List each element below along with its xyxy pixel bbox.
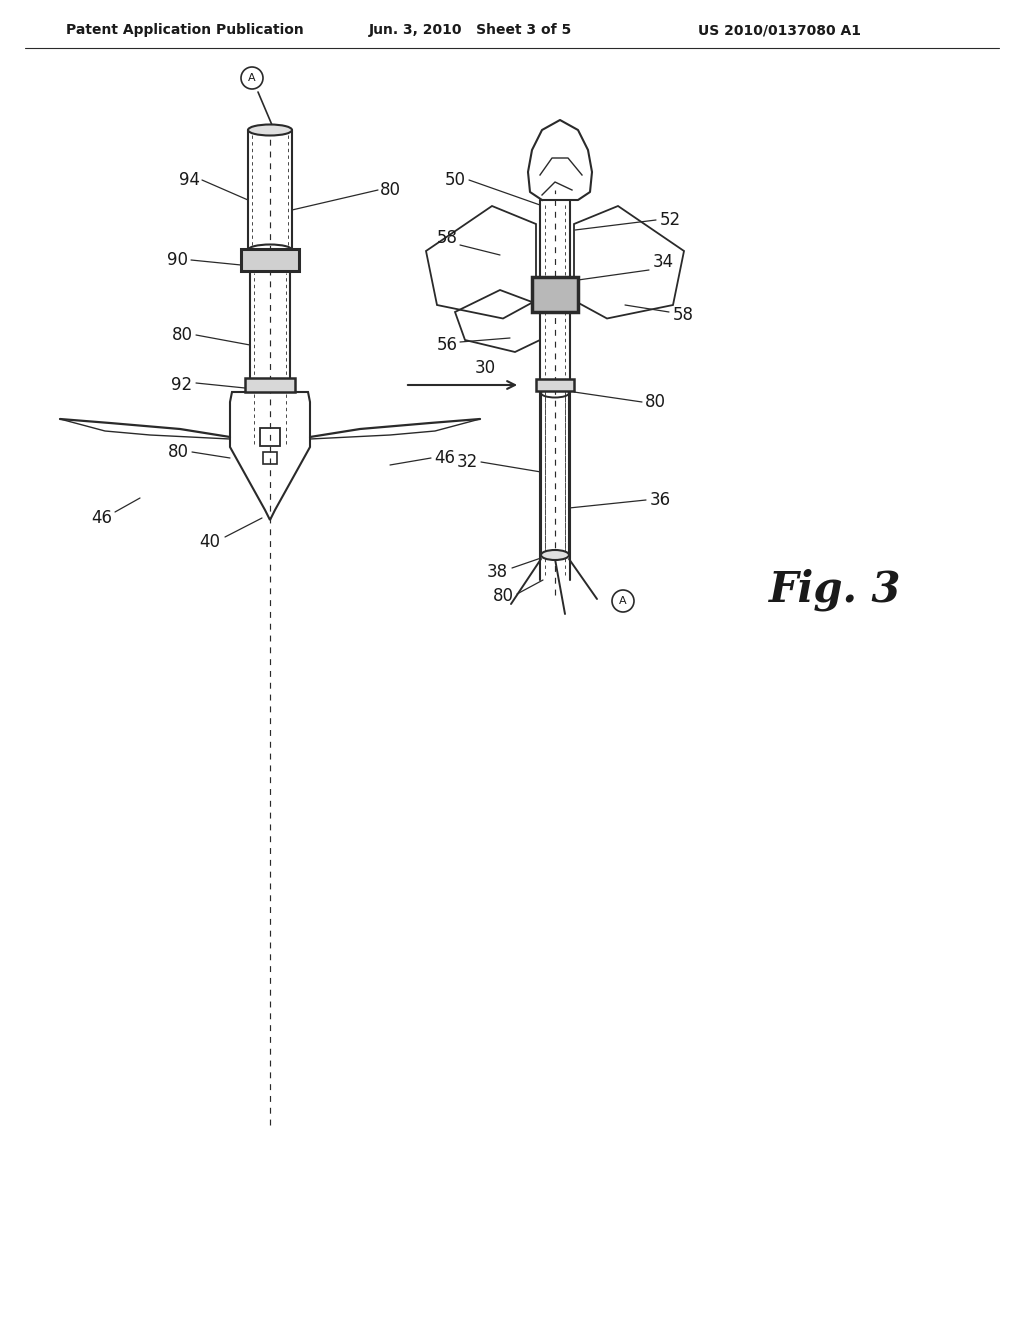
- Text: 46: 46: [434, 449, 456, 467]
- Text: A: A: [248, 73, 256, 83]
- Text: 38: 38: [486, 564, 508, 581]
- FancyBboxPatch shape: [536, 379, 574, 391]
- Text: A: A: [620, 597, 627, 606]
- Text: 50: 50: [444, 172, 466, 189]
- Text: 34: 34: [652, 253, 674, 271]
- Text: Patent Application Publication: Patent Application Publication: [67, 22, 304, 37]
- FancyBboxPatch shape: [245, 378, 295, 392]
- Text: US 2010/0137080 A1: US 2010/0137080 A1: [698, 22, 861, 37]
- Ellipse shape: [541, 550, 569, 560]
- Text: 80: 80: [168, 444, 188, 461]
- Text: 46: 46: [91, 510, 113, 527]
- Text: 80: 80: [380, 181, 400, 199]
- Text: Fig. 3: Fig. 3: [769, 569, 901, 611]
- Text: 92: 92: [171, 376, 193, 393]
- Text: 80: 80: [493, 587, 513, 605]
- Text: 52: 52: [659, 211, 681, 228]
- FancyBboxPatch shape: [241, 249, 299, 271]
- Text: 32: 32: [457, 453, 477, 471]
- Text: 90: 90: [168, 251, 188, 269]
- Ellipse shape: [248, 124, 292, 136]
- Text: 58: 58: [673, 306, 693, 323]
- Text: 94: 94: [179, 172, 201, 189]
- Text: 30: 30: [474, 359, 496, 378]
- Text: 58: 58: [436, 228, 458, 247]
- Text: Jun. 3, 2010   Sheet 3 of 5: Jun. 3, 2010 Sheet 3 of 5: [369, 22, 571, 37]
- FancyBboxPatch shape: [532, 277, 578, 312]
- Text: 36: 36: [649, 491, 671, 510]
- Text: 80: 80: [644, 393, 666, 411]
- Text: 80: 80: [171, 326, 193, 345]
- Text: 40: 40: [200, 533, 220, 550]
- Text: 56: 56: [436, 337, 458, 354]
